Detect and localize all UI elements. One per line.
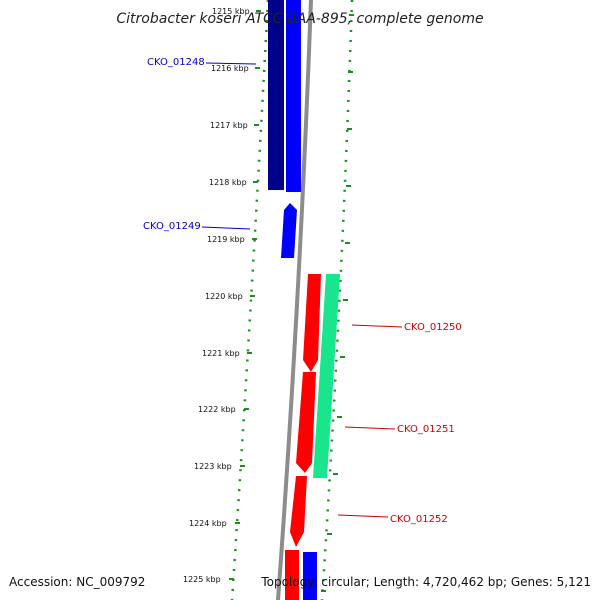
tick-label: 1222 kbp bbox=[198, 405, 236, 414]
label-leader-cko-01248 bbox=[205, 62, 257, 65]
gene-feature-cko-01249 bbox=[281, 203, 297, 258]
forward-cds-track bbox=[268, 0, 317, 600]
gene-feature-cko-01248-inner bbox=[286, 0, 301, 192]
genome-backbone bbox=[276, 0, 313, 600]
gene-label-cko-01252[interactable]: CKO_01252 bbox=[390, 514, 448, 525]
gene-feature-cko-01248-outer bbox=[268, 0, 284, 190]
gene-label-cko-01250[interactable]: CKO_01250 bbox=[404, 322, 462, 333]
gene-feature-cko-01251 bbox=[296, 372, 316, 473]
tick-label: 1224 kbp bbox=[189, 519, 227, 528]
tick-label: 1215 kbp bbox=[212, 7, 250, 16]
tick-label: 1220 kbp bbox=[205, 292, 243, 301]
gene-label-cko-01248[interactable]: CKO_01248 bbox=[147, 57, 205, 68]
label-leader-cko-01252 bbox=[337, 514, 389, 518]
gene-feature-cko-01250 bbox=[303, 274, 321, 372]
tick-label: 1223 kbp bbox=[194, 462, 232, 471]
gene-labels: CKO_01248 CKO_01249 CKO_01250 CKO_01251 … bbox=[143, 57, 462, 525]
scale-ticks: 1215 kbp 1216 kbp 1217 kbp 1218 kbp 1219… bbox=[183, 7, 261, 584]
gene-feature-other-rna bbox=[313, 274, 340, 478]
tick-label: 1221 kbp bbox=[202, 349, 240, 358]
label-leader-cko-01251 bbox=[344, 426, 396, 430]
tick-label: 1217 kbp bbox=[210, 121, 248, 130]
label-leader-cko-01249 bbox=[201, 226, 251, 230]
gene-feature-cko-01252 bbox=[290, 476, 307, 547]
gene-feature-reverse-bottom bbox=[285, 550, 299, 600]
gene-label-cko-01249[interactable]: CKO_01249 bbox=[143, 221, 201, 232]
gene-label-cko-01251[interactable]: CKO_01251 bbox=[397, 424, 455, 435]
accession-text: Accession: NC_009792 bbox=[9, 575, 145, 589]
tick-label: 1216 kbp bbox=[211, 64, 249, 73]
right-scale-ticks bbox=[321, 14, 354, 592]
label-leader-cko-01250 bbox=[351, 324, 403, 328]
gene-feature-forward-bottom bbox=[303, 552, 317, 600]
tick-label: 1218 kbp bbox=[209, 178, 247, 187]
right-tick-ring bbox=[320, 0, 354, 600]
reverse-cds-track bbox=[285, 274, 340, 600]
map-title: Citrobacter koseri ATCC BAA-895, complet… bbox=[116, 11, 483, 27]
left-tick-ring bbox=[230, 0, 270, 600]
tick-label: 1219 kbp bbox=[207, 235, 245, 244]
tick-label: 1225 kbp bbox=[183, 575, 221, 584]
topology-text: Topology: circular; Length: 4,720,462 bp… bbox=[260, 575, 591, 589]
